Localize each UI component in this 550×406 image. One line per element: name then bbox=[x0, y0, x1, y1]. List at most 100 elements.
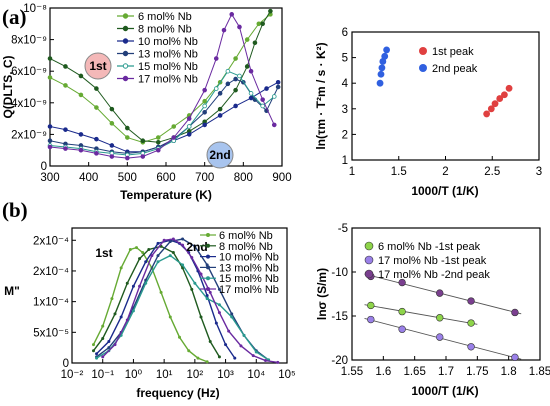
conductivity-legend-marker bbox=[364, 255, 374, 265]
conductivity-legend-label: 17 mol% Nb -2nd peak bbox=[378, 269, 490, 281]
dlts-point-8-mol-nb bbox=[252, 40, 258, 46]
modulus-point-15-mol-nb bbox=[193, 281, 197, 285]
dlts-legend-marker bbox=[122, 38, 129, 44]
modulus-x-tick-label: 10⁵ bbox=[278, 369, 296, 381]
dlts-legend-label: 10 mol% Nb bbox=[138, 36, 198, 48]
dlts-point-10-mol-nb bbox=[109, 143, 115, 148]
arrhenius-point-2nd-peak bbox=[378, 64, 386, 72]
modulus-point-15-mol-nb bbox=[230, 315, 234, 319]
arrhenius-point-1st-peak bbox=[505, 84, 513, 92]
conductivity-point-6-mol-nb-1st-peak bbox=[436, 314, 444, 322]
modulus-point-17-mol-nb bbox=[276, 360, 280, 364]
modulus-point-17-mol-nb bbox=[162, 238, 166, 242]
dlts-xlabel: Temperature (K) bbox=[120, 188, 212, 202]
dlts-point-17-mol-nb bbox=[78, 147, 84, 153]
modulus-point-8-mol-nb bbox=[138, 257, 142, 261]
modulus-point-15-mol-nb bbox=[95, 356, 99, 360]
dlts-x-tick-label: 400 bbox=[79, 172, 98, 184]
dlts-point-8-mol-nb bbox=[155, 140, 161, 145]
dlts-point-15-mol-nb bbox=[202, 103, 207, 109]
modulus-point-8-mol-nb bbox=[113, 312, 117, 316]
modulus-x-tick-label: 10⁰ bbox=[125, 369, 143, 381]
conductivity-y-tick-label: -15 bbox=[331, 311, 348, 323]
modulus-point-17-mol-nb bbox=[239, 344, 243, 348]
peak2-badge bbox=[206, 141, 234, 169]
arrhenius-chart: 1 1.5 2 2.5 3 1 2 3 4 5 6 1000/T (1/K) ln(τm · T²m… bbox=[314, 27, 542, 198]
modulus-legend-marker bbox=[206, 243, 210, 248]
modulus-point-13-mol-nb bbox=[217, 287, 221, 291]
arrhenius-legend-marker bbox=[419, 47, 427, 55]
conductivity-point-17-mol-nb-1st-peak bbox=[398, 325, 406, 333]
dlts-legend-marker bbox=[122, 75, 129, 82]
dlts-axes: 300 400 500 600 700 800 900 0 2x10⁻⁹ 4x10⁻⁹ 6x10⁻⁹… bbox=[11, 3, 292, 184]
modulus-x-tick-label: 10⁻² bbox=[61, 369, 84, 381]
dlts-point-15-mol-nb bbox=[237, 73, 242, 79]
dlts-y-tick-label: 2x10⁻⁹ bbox=[11, 129, 47, 141]
dlts-point-17-mol-nb bbox=[202, 87, 207, 93]
dlts-point-13-mol-nb bbox=[225, 81, 231, 87]
modulus-legend-marker bbox=[206, 233, 210, 237]
conductivity-point-17-mol-nb-1st-peak bbox=[511, 353, 519, 362]
panel-label-a: (a) bbox=[2, 5, 27, 29]
arrhenius-point-1st-peak bbox=[487, 105, 495, 113]
dlts-point-8-mol-nb bbox=[140, 138, 146, 144]
modulus-point-6-mol-nb bbox=[187, 349, 191, 353]
dlts-point-15-mol-nb bbox=[186, 124, 192, 129]
arrhenius-xlabel: 1000/T (1/K) bbox=[411, 184, 478, 198]
dlts-point-15-mol-nb bbox=[213, 86, 219, 91]
arrhenius-y-tick-label: 4 bbox=[342, 78, 349, 90]
modulus-point-15-mol-nb bbox=[168, 254, 172, 258]
modulus-y-tick-label: 2x10⁻⁴ bbox=[33, 235, 69, 247]
modulus-point-17-mol-nb bbox=[217, 311, 221, 315]
dlts-point-17-mol-nb bbox=[125, 155, 130, 161]
modulus-legend-marker bbox=[206, 265, 210, 270]
dlts-point-13-mol-nb bbox=[217, 91, 223, 96]
arrhenius-legend-label: 1st peak bbox=[432, 46, 474, 58]
dlts-series-line-17-mol-nb bbox=[49, 13, 275, 159]
modulus-point-8-mol-nb bbox=[101, 336, 105, 340]
dlts-y-tick-label: 10⁻⁸ bbox=[23, 3, 47, 15]
modulus-point-17-mol-nb bbox=[125, 318, 129, 322]
modulus-point-6-mol-nb bbox=[205, 360, 209, 364]
dlts-legend-label: 8 mol% Nb bbox=[138, 24, 192, 36]
dlts-point-15-mol-nb bbox=[225, 68, 231, 74]
modulus-point-6-mol-nb bbox=[135, 246, 138, 250]
dlts-point-15-mol-nb bbox=[248, 91, 254, 96]
modulus-series-line-8-mol-nb bbox=[92, 245, 221, 358]
modulus-xlabel: frequency (Hz) bbox=[136, 386, 219, 400]
dlts-point-15-mol-nb bbox=[271, 94, 277, 99]
dlts-point-13-mol-nb bbox=[47, 138, 53, 144]
conductivity-y-tick-label: -20 bbox=[331, 355, 348, 367]
modulus-point-8-mol-nb bbox=[92, 349, 95, 353]
arrhenius-y-tick-label: 5 bbox=[342, 53, 348, 65]
modulus-point-10-mol-nb bbox=[144, 260, 148, 264]
arrhenius-x-tick-label: 1.5 bbox=[391, 166, 407, 178]
modulus-point-15-mol-nb bbox=[144, 281, 148, 285]
conductivity-y-tick-label: -10 bbox=[331, 267, 348, 279]
modulus-point-6-mol-nb bbox=[110, 297, 114, 301]
dlts-legend-label: 13 mol% Nb bbox=[138, 49, 198, 61]
modulus-point-8-mol-nb bbox=[125, 281, 129, 285]
dlts-point-8-mol-nb bbox=[125, 125, 130, 131]
modulus-point-10-mol-nb bbox=[95, 352, 99, 356]
dlts-point-6-mol-nb bbox=[171, 124, 177, 129]
arrhenius-y-tick-label: 2 bbox=[342, 129, 348, 141]
arrhenius-point-2nd-peak bbox=[381, 52, 389, 60]
modulus-point-17-mol-nb bbox=[138, 284, 142, 288]
modulus-x-tick-label: 10⁴ bbox=[247, 369, 265, 381]
modulus-point-15-mol-nb bbox=[205, 297, 209, 301]
conductivity-legend-label: 17 mol% Nb -1st peak bbox=[378, 255, 487, 267]
modulus-legend-label: 15 mol% Nb bbox=[219, 273, 279, 285]
modulus-point-8-mol-nb bbox=[208, 340, 212, 344]
dlts-point-17-mol-nb bbox=[155, 147, 161, 153]
dlts-point-10-mol-nb bbox=[217, 113, 223, 118]
dlts-point-8-mol-nb bbox=[233, 87, 238, 93]
conductivity-x-tick-label: 1.55 bbox=[341, 366, 363, 378]
arrhenius-y-tick-label: 1 bbox=[342, 155, 348, 167]
modulus-point-17-mol-nb bbox=[171, 237, 175, 241]
dlts-ylabel: Q(DLTS, C) bbox=[1, 55, 15, 118]
dlts-point-8-mol-nb bbox=[78, 73, 84, 79]
dlts-y-tick-label: 4x10⁻⁹ bbox=[11, 98, 47, 110]
dlts-series-line-10-mol-nb bbox=[49, 81, 279, 153]
